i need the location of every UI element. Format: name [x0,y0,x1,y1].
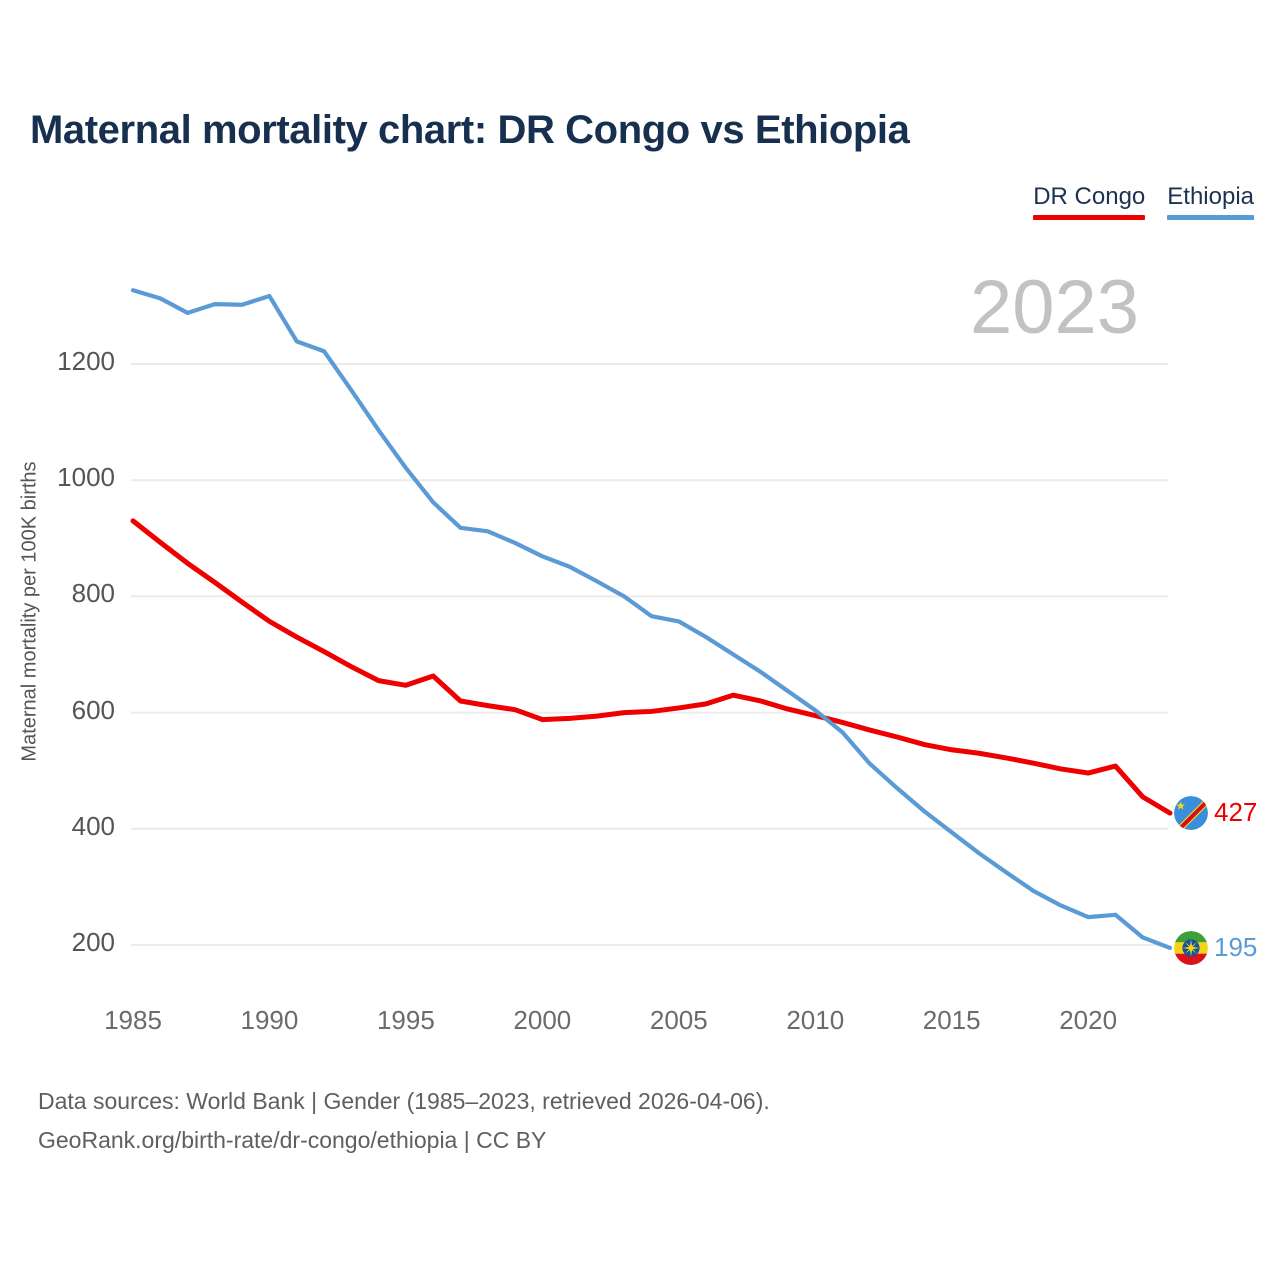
drc-flag-icon [1174,796,1208,831]
footer-line-1: Data sources: World Bank | Gender (1985–… [38,1088,770,1114]
gridlines [131,363,1168,946]
y-tick-label: 1000 [57,462,115,493]
y-tick-label: 200 [71,927,115,957]
year-watermark: 2023 [970,265,1140,350]
x-tick-label: 2000 [513,1005,572,1035]
footer: Data sources: World Bank | Gender (1985–… [38,1082,770,1160]
series-line-ethiopia [130,288,1173,951]
y-tick-label: 1200 [57,346,115,376]
legend-swatch-ethiopia [1167,215,1254,220]
x-tick-label: 2005 [649,1005,708,1035]
legend-swatch-dr-congo [1033,215,1146,220]
y-tick-label: 600 [71,694,115,725]
x-tick-label: 2010 [786,1005,845,1035]
y-tick-label: 800 [71,578,115,609]
page-title: Maternal mortality chart: DR Congo vs Et… [30,108,910,152]
legend-label-dr-congo: DR Congo [1033,183,1146,210]
y-tick-label: 400 [71,810,115,841]
x-tick-label: 1995 [376,1005,435,1035]
legend-label-ethiopia: Ethiopia [1167,183,1254,210]
legend-item-dr-congo[interactable]: DR Congo [1033,183,1146,220]
end-value-ethiopia: 195 [1214,931,1258,962]
series-line-dr-congo [130,518,1173,816]
end-value-dr-congo: 427 [1214,797,1258,828]
x-tick-label: 1990 [240,1005,299,1035]
series-lines [130,288,1173,951]
x-tick-label: 2020 [1059,1005,1118,1035]
footer-line-2: GeoRank.org/birth-rate/dr-congo/ethiopia… [38,1127,547,1153]
ethiopia-flag-icon [1174,930,1208,965]
legend-item-ethiopia[interactable]: Ethiopia [1167,183,1254,220]
legend: DR Congo Ethiopia [1033,183,1254,220]
x-tick-label: 1985 [104,1005,162,1035]
x-tick-label: 2015 [922,1005,981,1035]
